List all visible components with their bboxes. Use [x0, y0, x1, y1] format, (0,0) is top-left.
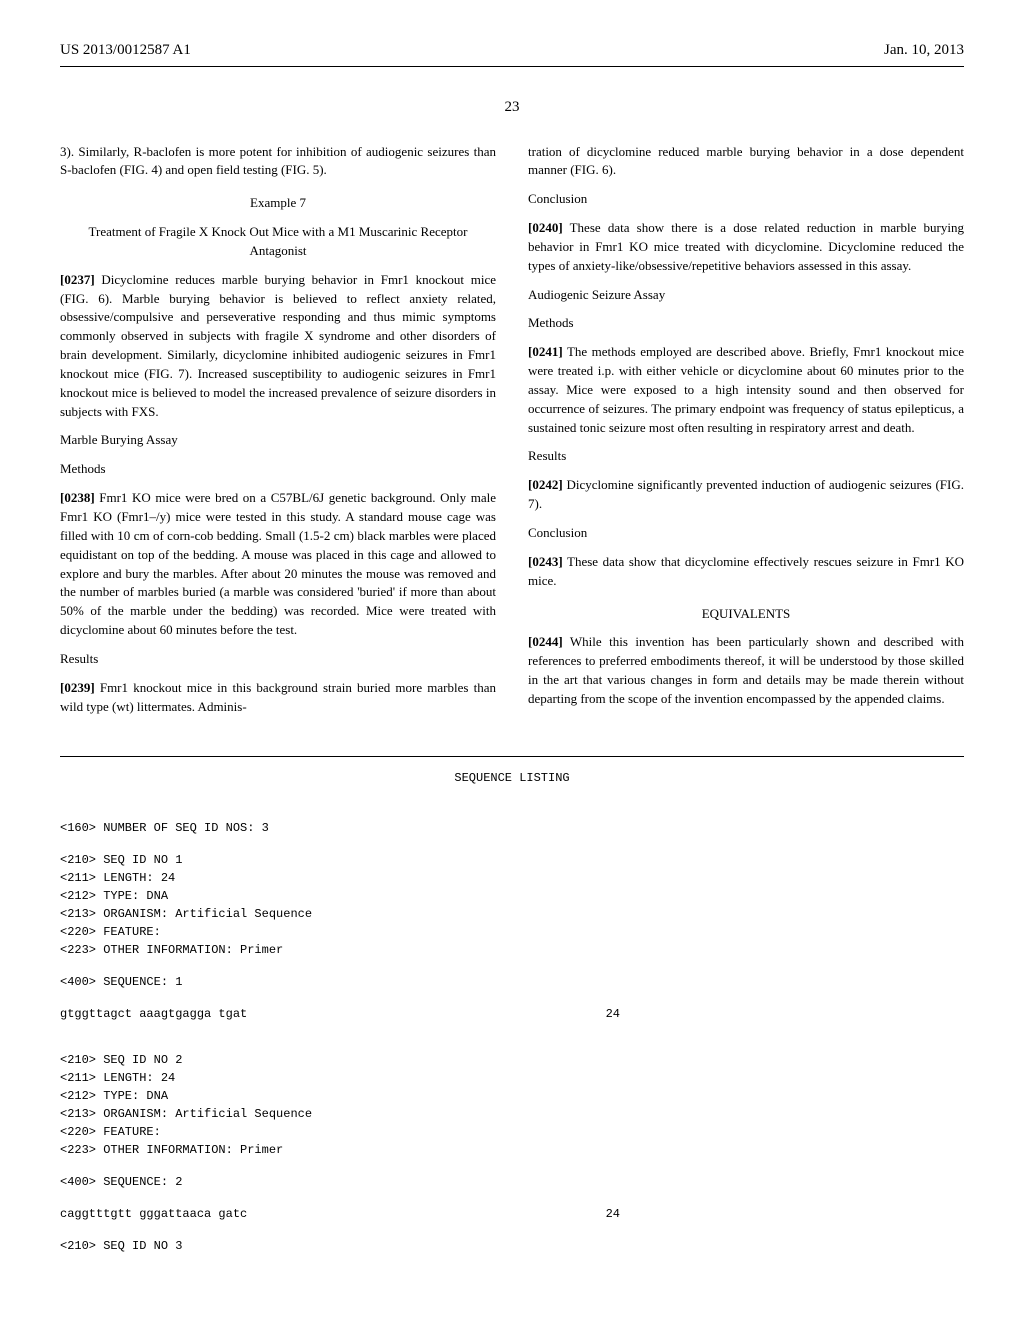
para-num: [0243]	[528, 554, 563, 569]
seq1-data: gtggttagct aaagtgagga tgat	[60, 1005, 247, 1023]
seq-line: <211> LENGTH: 24	[60, 1069, 964, 1087]
seq-line: <160> NUMBER OF SEQ ID NOS: 3	[60, 819, 964, 837]
paragraph-0237: [0237] Dicyclomine reduces marble buryin…	[60, 271, 496, 422]
para-num: [0238]	[60, 490, 95, 505]
intro-text: 3). Similarly, R-baclofen is more potent…	[60, 143, 496, 181]
left-column: 3). Similarly, R-baclofen is more potent…	[60, 143, 496, 727]
paragraph-0239: [0239] Fmr1 knockout mice in this backgr…	[60, 679, 496, 717]
example-title: Treatment of Fragile X Knock Out Mice wi…	[60, 223, 496, 261]
seq2-length: 24	[606, 1205, 620, 1223]
seq2-data: caggtttgtt gggattaaca gatc	[60, 1205, 247, 1223]
paragraph-0241: [0241] The methods employed are describe…	[528, 343, 964, 437]
para-text: While this invention has been particular…	[528, 634, 964, 706]
seq-line: <210> SEQ ID NO 3	[60, 1237, 964, 1255]
para-text: Dicyclomine reduces marble burying behav…	[60, 272, 496, 419]
paragraph-0240: [0240] These data show there is a dose r…	[528, 219, 964, 276]
seq-line: <223> OTHER INFORMATION: Primer	[60, 1141, 964, 1159]
seq-line: <213> ORGANISM: Artificial Sequence	[60, 1105, 964, 1123]
page-header: US 2013/0012587 A1 Jan. 10, 2013	[60, 40, 964, 62]
seq-line: <400> SEQUENCE: 1	[60, 973, 964, 991]
para-text: These data show that dicyclomine effecti…	[528, 554, 964, 588]
para-num: [0237]	[60, 272, 95, 287]
equivalents-heading: EQUIVALENTS	[528, 605, 964, 624]
para-text: These data show there is a dose related …	[528, 220, 964, 273]
seq-listing-title: SEQUENCE LISTING	[60, 769, 964, 787]
seq-line: <211> LENGTH: 24	[60, 869, 964, 887]
para-text: Fmr1 KO mice were bred on a C57BL/6J gen…	[60, 490, 496, 637]
para-num: [0242]	[528, 477, 563, 492]
seq-line: <212> TYPE: DNA	[60, 1087, 964, 1105]
audio-heading: Audiogenic Seizure Assay	[528, 286, 964, 305]
continuation-text: tration of dicyclomine reduced marble bu…	[528, 143, 964, 181]
paragraph-0238: [0238] Fmr1 KO mice were bred on a C57BL…	[60, 489, 496, 640]
right-column: tration of dicyclomine reduced marble bu…	[528, 143, 964, 727]
paragraph-0244: [0244] While this invention has been par…	[528, 633, 964, 708]
methods-heading-2: Methods	[528, 314, 964, 333]
paragraph-0242: [0242] Dicyclomine significantly prevent…	[528, 476, 964, 514]
publication-date: Jan. 10, 2013	[884, 40, 964, 62]
seq-line: <210> SEQ ID NO 2	[60, 1051, 964, 1069]
para-num: [0239]	[60, 680, 95, 695]
para-text: The methods employed are described above…	[528, 344, 964, 434]
marble-heading: Marble Burying Assay	[60, 431, 496, 450]
conclusion-heading: Conclusion	[528, 190, 964, 209]
conclusion-heading-2: Conclusion	[528, 524, 964, 543]
seq1-length: 24	[606, 1005, 620, 1023]
publication-number: US 2013/0012587 A1	[60, 40, 191, 62]
seq-line: <223> OTHER INFORMATION: Primer	[60, 941, 964, 959]
results-heading-2: Results	[528, 447, 964, 466]
body-columns: 3). Similarly, R-baclofen is more potent…	[60, 143, 964, 727]
example-number: Example 7	[60, 194, 496, 213]
seq-line: <210> SEQ ID NO 1	[60, 851, 964, 869]
para-text: Dicyclomine significantly prevented indu…	[528, 477, 964, 511]
seq-data-row: gtggttagct aaagtgagga tgat 24	[60, 1005, 620, 1023]
seq-line: <220> FEATURE:	[60, 1123, 964, 1141]
para-num: [0244]	[528, 634, 563, 649]
para-text: Fmr1 knockout mice in this background st…	[60, 680, 496, 714]
seq-line: <220> FEATURE:	[60, 923, 964, 941]
para-num: [0241]	[528, 344, 563, 359]
page-number: 23	[60, 97, 964, 119]
results-heading: Results	[60, 650, 496, 669]
header-rule	[60, 66, 964, 67]
seq-line: <212> TYPE: DNA	[60, 887, 964, 905]
sequence-listing: SEQUENCE LISTING <160> NUMBER OF SEQ ID …	[60, 756, 964, 1255]
para-num: [0240]	[528, 220, 563, 235]
seq-line: <213> ORGANISM: Artificial Sequence	[60, 905, 964, 923]
methods-heading: Methods	[60, 460, 496, 479]
paragraph-0243: [0243] These data show that dicyclomine …	[528, 553, 964, 591]
seq-data-row: caggtttgtt gggattaaca gatc 24	[60, 1205, 620, 1223]
seq-line: <400> SEQUENCE: 2	[60, 1173, 964, 1191]
